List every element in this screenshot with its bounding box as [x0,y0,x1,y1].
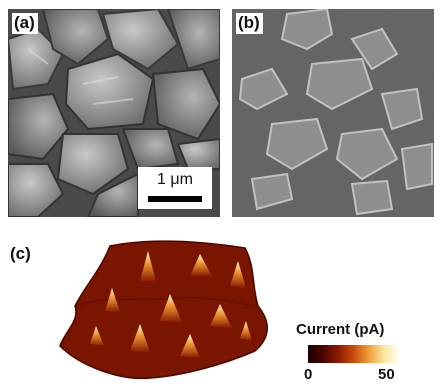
colorbar-max-label: 50 [378,366,395,383]
colorbar-min-label: 0 [304,366,313,383]
surface-base [59,240,269,380]
panel-label-c: (c) [10,244,31,263]
sem-grains-image [8,9,220,217]
scale-bar-line [148,196,202,202]
scale-bar: 1 μm [138,167,212,209]
scale-bar-label: 1 μm [157,171,193,188]
sem-image-panel-a: (a) 1 μm [8,9,220,217]
sem-contrast-image [232,9,434,217]
colorbar-title: Current (pA) [296,321,385,338]
colorbar [308,345,398,363]
panel-label-a: (a) [12,13,38,34]
current-peaks [90,251,252,358]
sem-image-panel-b: (b) [232,9,434,217]
current-map-3d-surface [59,240,269,380]
panel-label-b: (b) [236,13,263,34]
